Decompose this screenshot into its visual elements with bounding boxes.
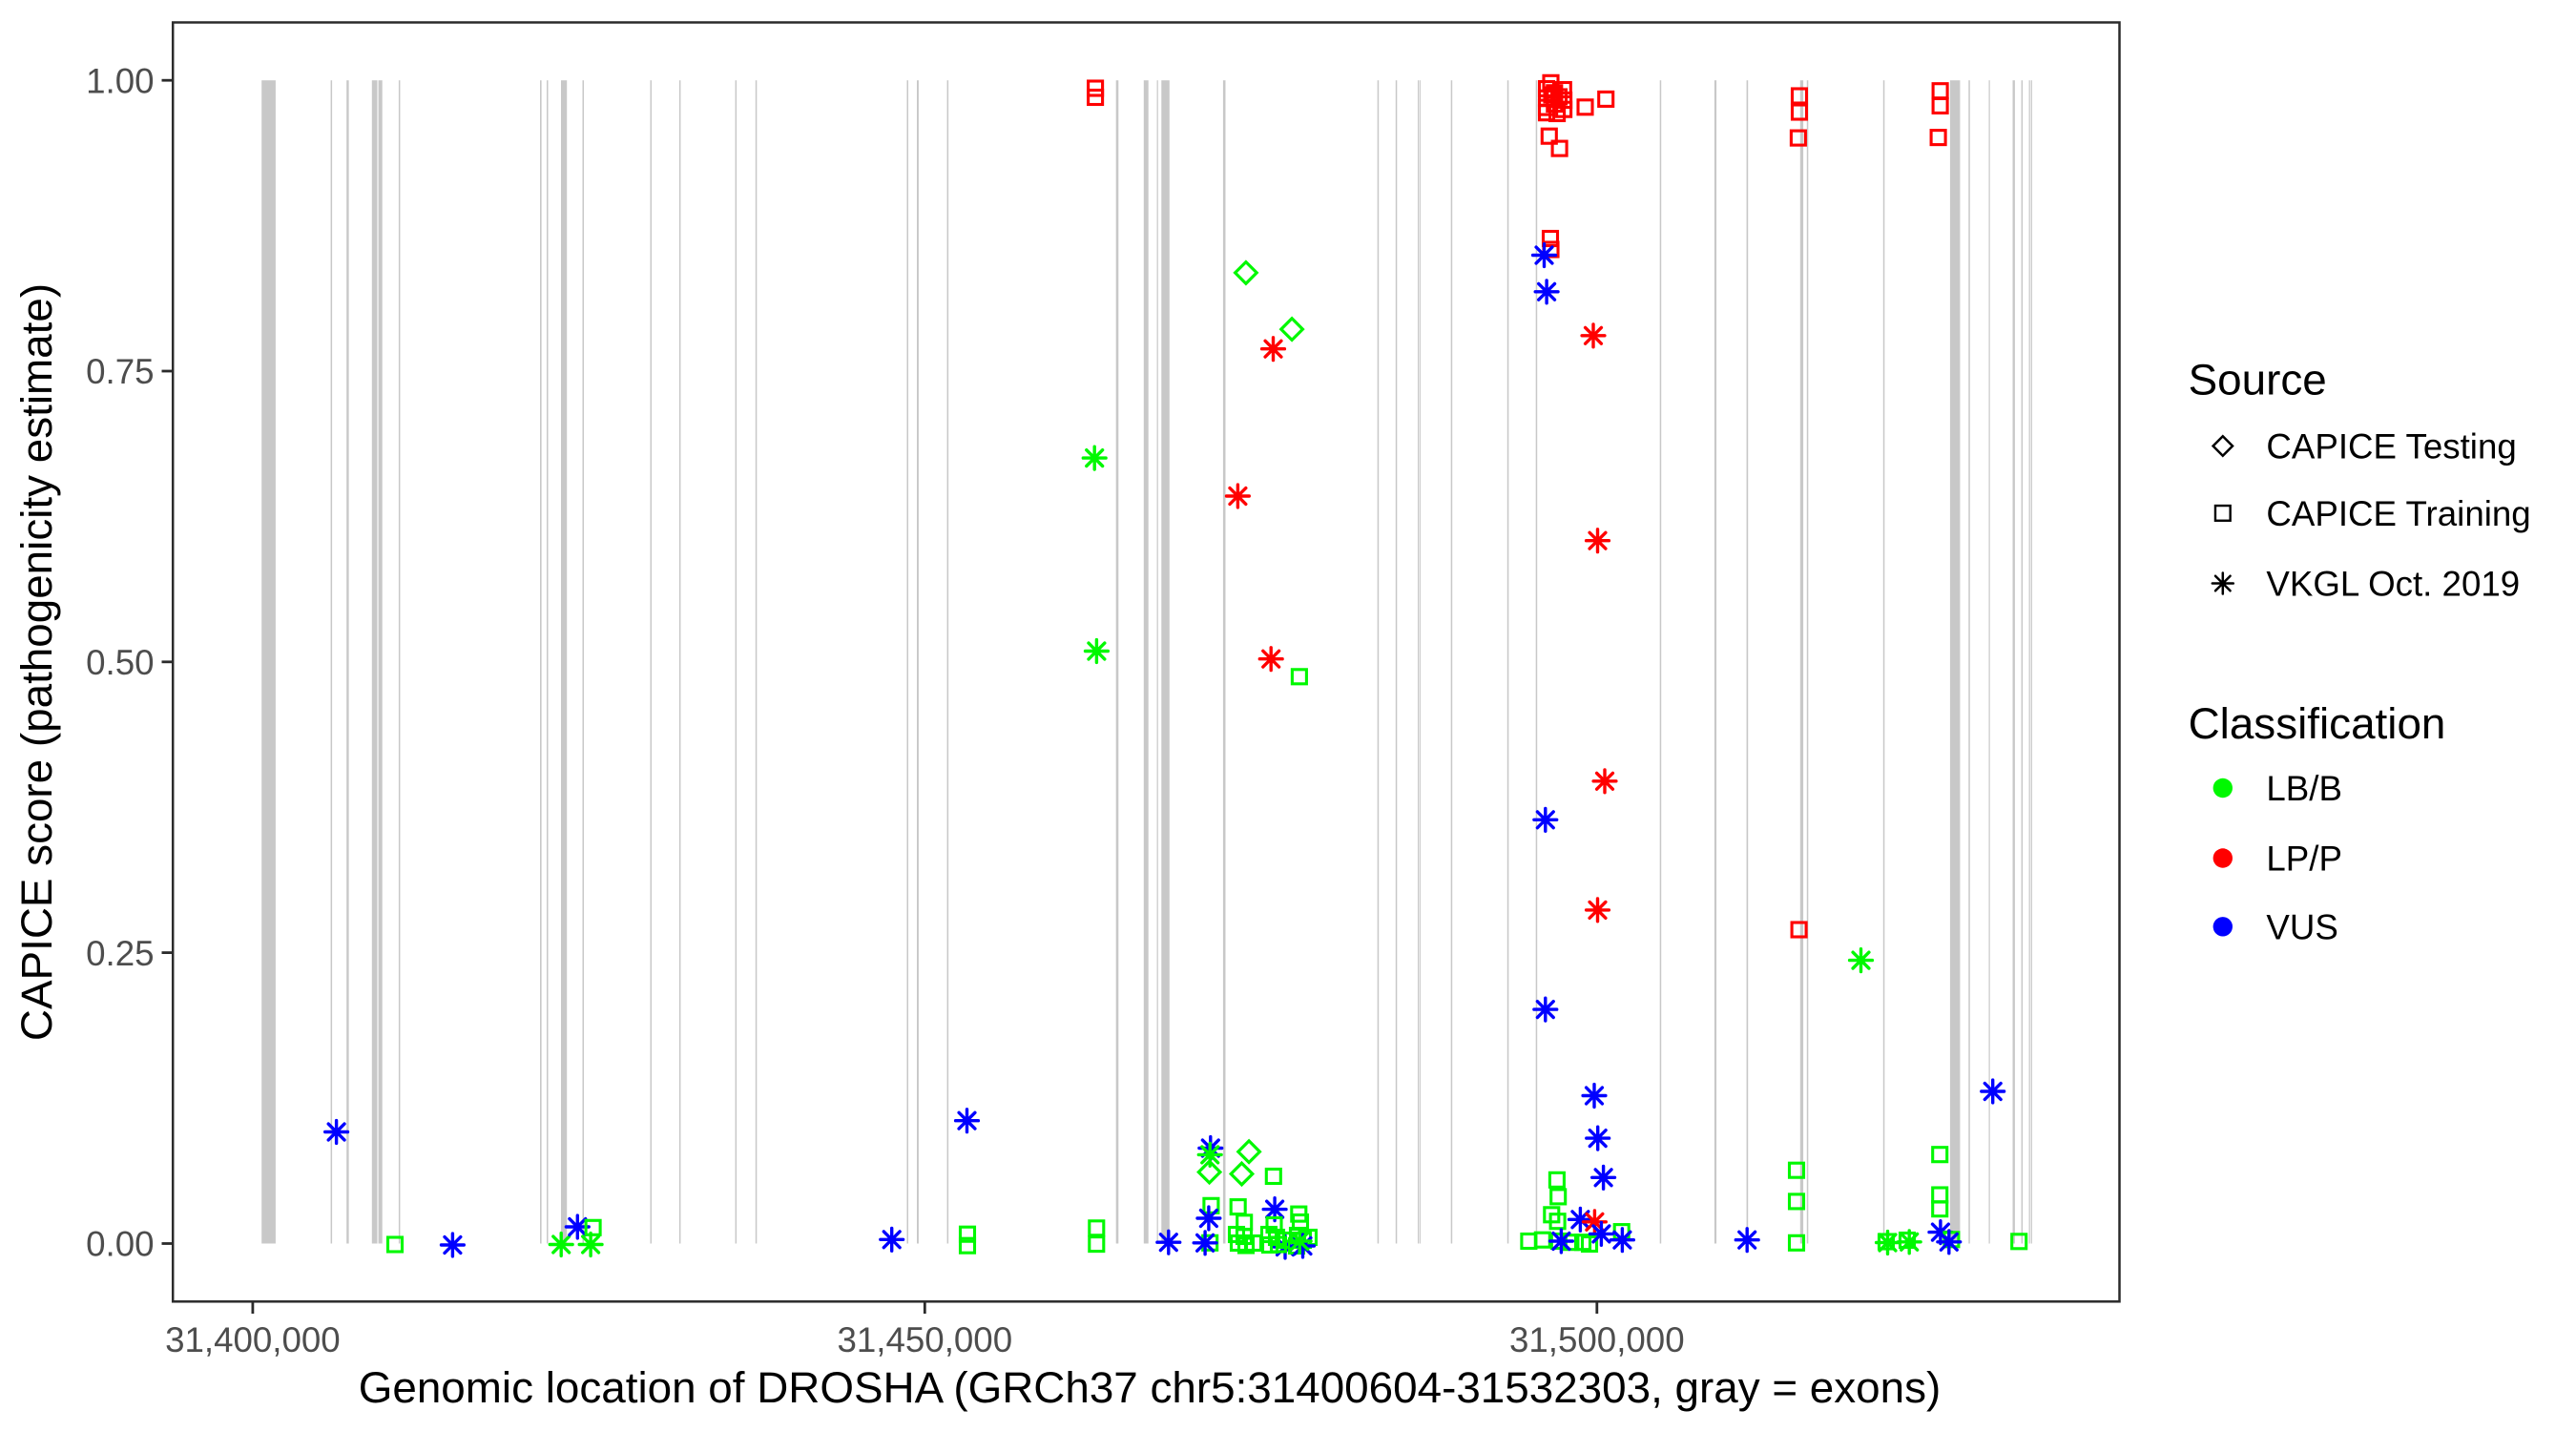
svg-text:0.00: 0.00 [86, 1225, 154, 1264]
svg-text:CAPICE Testing: CAPICE Testing [2266, 427, 2516, 467]
svg-text:0.75: 0.75 [86, 352, 154, 391]
svg-text:Genomic location of DROSHA (GR: Genomic location of DROSHA (GRCh37 chr5:… [359, 1363, 1942, 1412]
svg-text:VKGL Oct. 2019: VKGL Oct. 2019 [2266, 565, 2520, 604]
svg-text:LB/B: LB/B [2266, 769, 2342, 808]
svg-text:LP/P: LP/P [2266, 840, 2342, 879]
svg-text:VUS: VUS [2266, 908, 2337, 947]
svg-text:Classification: Classification [2189, 699, 2446, 748]
svg-text:0.25: 0.25 [86, 934, 154, 973]
svg-text:31,400,000: 31,400,000 [165, 1320, 341, 1359]
svg-text:31,450,000: 31,450,000 [837, 1320, 1012, 1359]
svg-text:CAPICE Training: CAPICE Training [2266, 494, 2530, 533]
svg-text:Source: Source [2189, 356, 2327, 404]
svg-text:31,500,000: 31,500,000 [1509, 1320, 1685, 1359]
svg-text:0.50: 0.50 [86, 643, 154, 682]
svg-text:CAPICE score (pathogenicity es: CAPICE score (pathogenicity estimate) [12, 283, 61, 1041]
svg-text:1.00: 1.00 [86, 61, 154, 100]
